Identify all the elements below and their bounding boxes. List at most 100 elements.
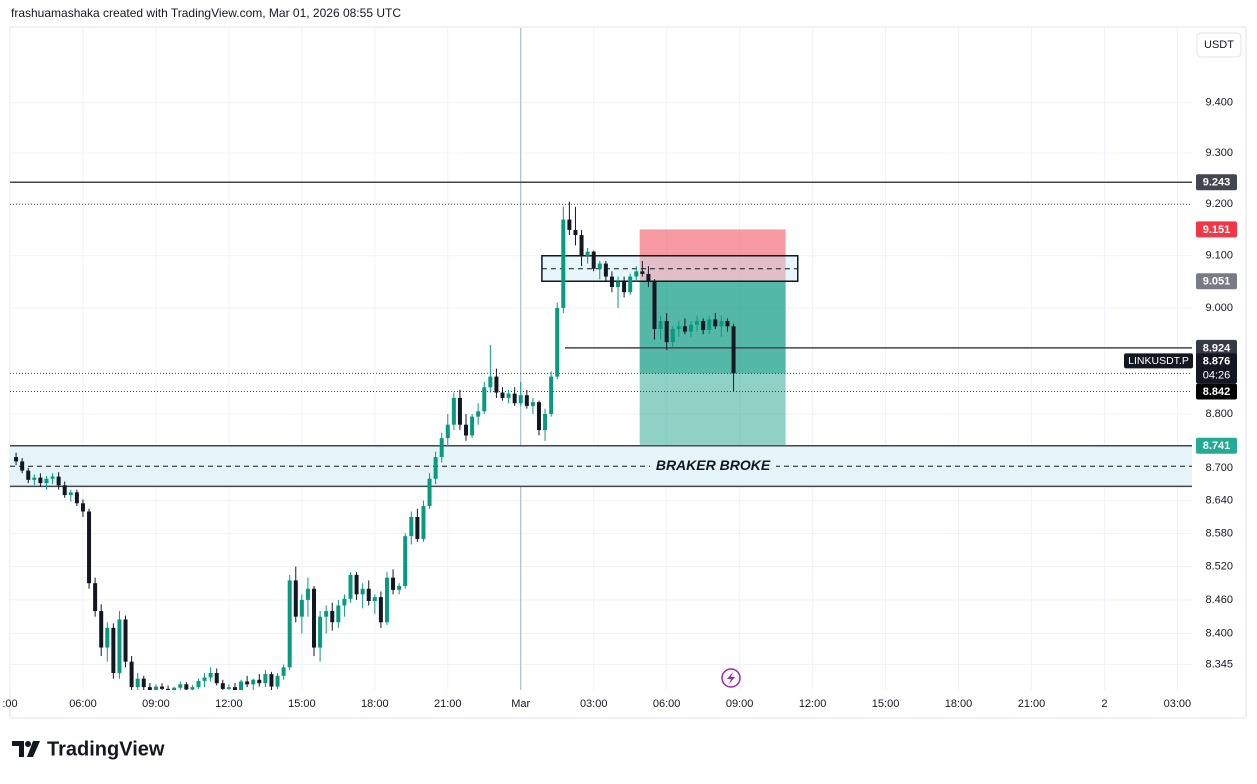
symbol-tag-bg <box>1124 353 1193 369</box>
alert-icon[interactable] <box>721 668 741 688</box>
open-pnl-area <box>639 281 786 374</box>
price-label: 8.741 <box>1203 440 1231 452</box>
candle-body <box>433 457 438 479</box>
candle-body <box>111 627 116 673</box>
candle-body <box>652 281 657 329</box>
y-tick-label: 9.100 <box>1205 250 1233 262</box>
candle-body <box>330 611 335 623</box>
candle-body <box>44 478 49 484</box>
candle-body <box>415 516 420 539</box>
candle-body <box>603 263 608 277</box>
candle-body <box>457 397 462 425</box>
x-tick-label: 12:00 <box>799 698 827 710</box>
candle-body <box>512 393 517 404</box>
candles <box>14 201 736 690</box>
candle-body <box>476 411 481 417</box>
candle-body <box>287 580 292 668</box>
x-tick-label: 15:00 <box>872 698 900 710</box>
candle-body <box>561 219 566 308</box>
candle-body <box>318 616 323 648</box>
candle-body <box>93 583 98 612</box>
candle-body <box>731 326 736 374</box>
candle-body <box>664 321 669 343</box>
currency[interactable]: USDT <box>1204 39 1234 51</box>
price-label-bg <box>1196 383 1237 400</box>
y-tick-label: 8.800 <box>1205 408 1233 420</box>
candle-body <box>530 402 535 406</box>
y-tick-label: 9.400 <box>1205 97 1233 109</box>
y-tick-label: 8.700 <box>1205 462 1233 474</box>
candle-body <box>62 485 67 496</box>
candle-body <box>342 598 347 606</box>
candle-body <box>14 457 19 462</box>
target-area <box>639 281 786 446</box>
candle-body <box>543 413 548 431</box>
candle-body <box>214 672 219 684</box>
candle-body <box>202 677 207 681</box>
candle-body <box>123 619 128 662</box>
candle-body <box>439 438 444 458</box>
candle-body <box>470 416 475 436</box>
price-label-bg <box>1196 273 1237 290</box>
candle-body <box>226 687 231 689</box>
y-tick-label: 8.345 <box>1205 658 1233 670</box>
y-tick-label: 8.520 <box>1205 560 1233 572</box>
candle-body <box>141 678 146 688</box>
x-tick-label: 21:00 <box>434 698 462 710</box>
candle-body <box>445 424 450 439</box>
price-label: 8.924 <box>1203 342 1231 354</box>
zone-label: BRAKER BROKE <box>656 457 771 473</box>
candle-body <box>245 681 250 685</box>
price-label: 9.051 <box>1203 276 1231 288</box>
candle-body <box>451 397 456 425</box>
price-label: 9.151 <box>1203 224 1231 236</box>
logo-text: TradingView <box>47 738 165 760</box>
candle-body <box>384 577 389 623</box>
candle-body <box>305 588 310 600</box>
candle-body <box>190 687 195 690</box>
y-tick-label: 8.400 <box>1205 627 1233 639</box>
y-tick-label: 9.000 <box>1205 302 1233 314</box>
candle-body <box>275 675 280 687</box>
y-tick-label: 8.640 <box>1205 494 1233 506</box>
candle-body <box>628 276 633 293</box>
candle-body <box>153 686 158 690</box>
candle-body <box>524 395 529 406</box>
candle-body <box>658 321 663 329</box>
drawings <box>10 28 1192 690</box>
candle-body <box>409 516 414 537</box>
countdown: 04:26 <box>1203 369 1231 381</box>
candle-body <box>105 627 110 648</box>
candle-body <box>713 319 718 327</box>
zone <box>10 445 1192 487</box>
candle-body <box>32 477 37 480</box>
candle-body <box>378 597 383 623</box>
candle-body <box>263 674 268 684</box>
candle-body <box>682 326 687 332</box>
price-label-bg <box>1196 339 1237 356</box>
candle-body <box>129 661 134 688</box>
candle-body <box>178 684 183 688</box>
y-tick-label: 9.300 <box>1205 147 1233 159</box>
candle-body <box>269 674 274 687</box>
current-price-bg <box>1196 353 1237 384</box>
x-tick-label: 18:00 <box>945 698 973 710</box>
candle-body <box>26 470 31 480</box>
candle-body <box>701 321 706 330</box>
candle-body <box>172 687 177 690</box>
candle-body <box>670 328 675 343</box>
price-label: 8.842 <box>1203 386 1231 398</box>
candle-body <box>518 395 523 404</box>
candle-body <box>391 577 396 590</box>
candle-body <box>719 321 724 327</box>
candle-body <box>591 251 596 269</box>
currency-button[interactable] <box>1196 32 1242 58</box>
candle-body <box>622 281 627 293</box>
candle-body <box>80 503 85 512</box>
logo: TradingView <box>12 738 165 760</box>
x-tick-label: 12:00 <box>215 698 243 710</box>
candle-body <box>251 679 256 685</box>
x-tick-label: Mar <box>511 698 530 710</box>
